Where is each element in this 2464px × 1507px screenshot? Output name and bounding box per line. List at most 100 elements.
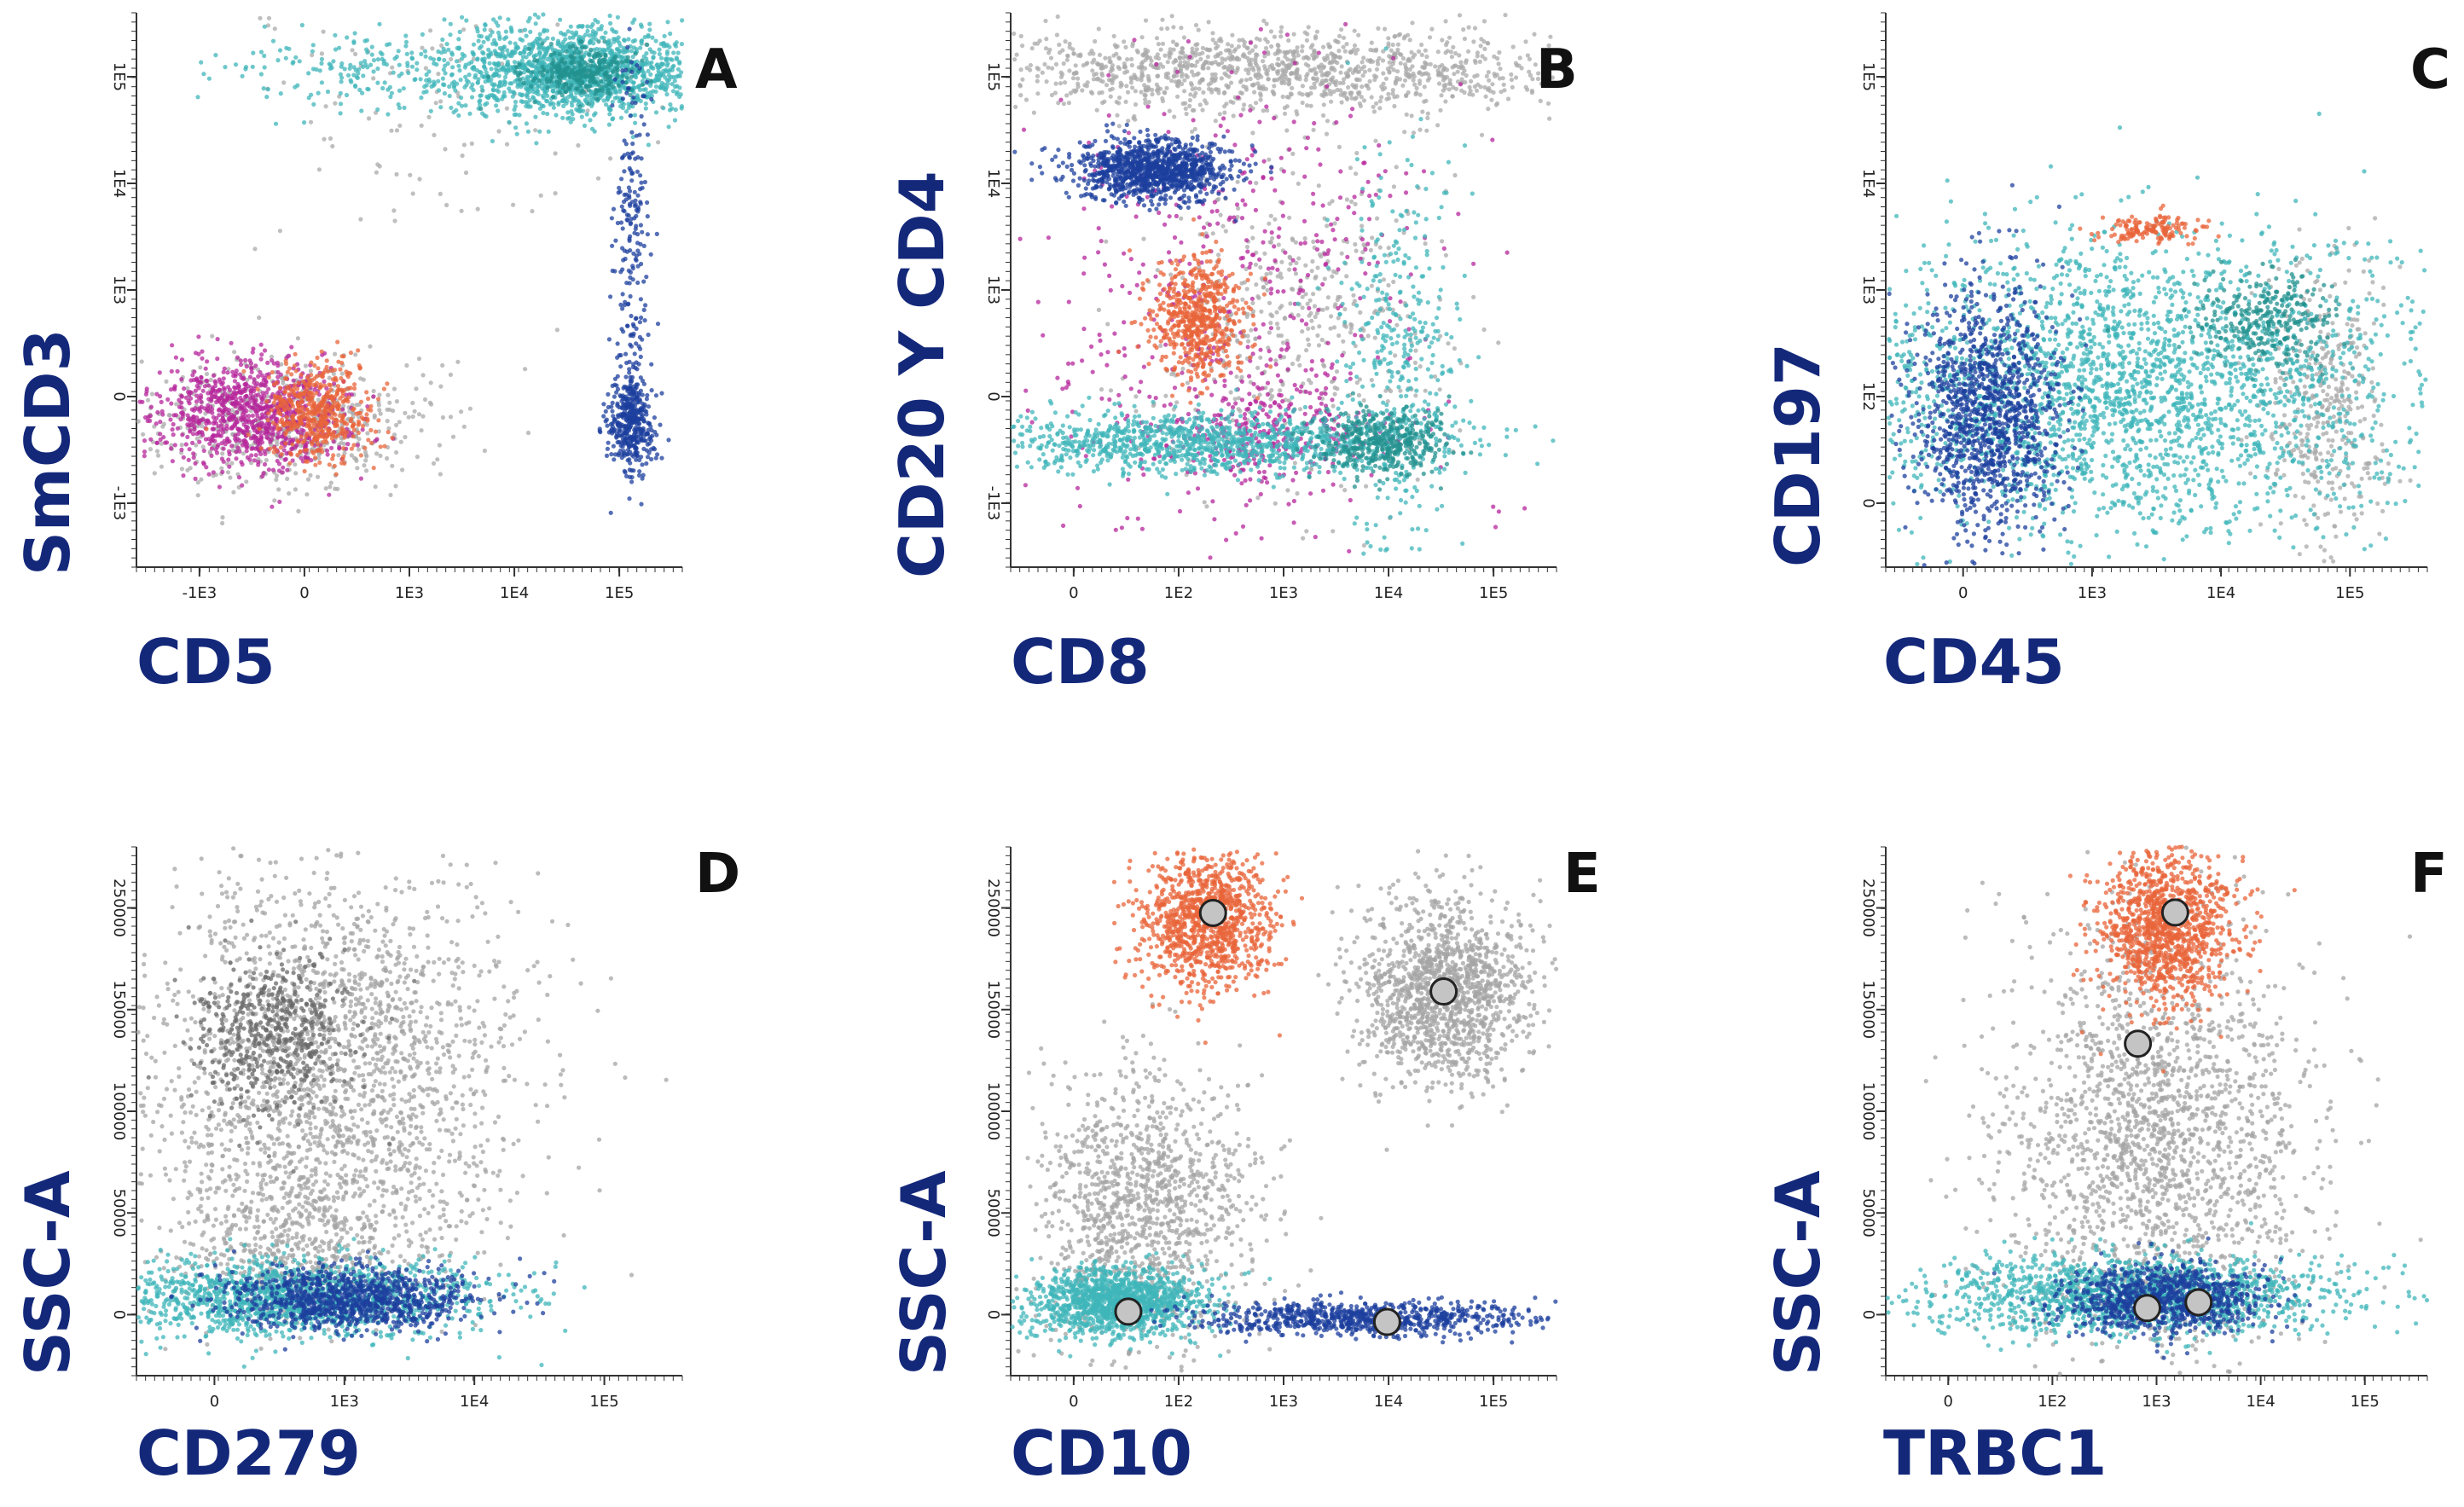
data-point	[464, 18, 469, 23]
data-point	[598, 430, 603, 435]
data-point	[626, 268, 631, 273]
data-point	[206, 76, 212, 81]
data-point	[519, 58, 525, 63]
data-point	[636, 472, 642, 478]
data-point	[600, 89, 606, 94]
data-point	[450, 434, 456, 439]
data-point	[302, 120, 307, 125]
data-point	[626, 85, 632, 90]
data-point	[645, 214, 650, 219]
data-point	[266, 372, 271, 377]
data-point	[461, 424, 467, 429]
data-point	[464, 78, 469, 83]
data-point	[561, 82, 567, 87]
data-point	[253, 453, 258, 458]
data-point	[653, 455, 658, 461]
data-point	[226, 410, 231, 416]
data-point	[281, 465, 286, 470]
data-point	[649, 438, 654, 443]
data-point	[619, 398, 624, 403]
data-point	[482, 448, 488, 454]
data-point	[392, 56, 397, 61]
data-point	[674, 91, 680, 96]
data-point	[489, 67, 494, 72]
data-point	[362, 59, 368, 64]
data-point	[649, 96, 654, 101]
data-point	[666, 438, 671, 443]
data-point	[251, 346, 256, 351]
data-point	[304, 407, 310, 412]
data-point	[523, 66, 528, 71]
data-point	[331, 59, 336, 64]
data-point	[605, 446, 611, 451]
data-point	[507, 68, 512, 73]
y-tick-label: 1E3	[984, 275, 1002, 304]
series-orange	[204, 339, 395, 477]
data-point	[542, 67, 547, 72]
data-point	[542, 29, 547, 34]
data-point	[603, 52, 608, 57]
data-point	[572, 95, 578, 100]
data-point	[319, 51, 324, 56]
data-point	[539, 61, 544, 66]
data-point	[328, 484, 333, 490]
data-point	[615, 401, 620, 406]
data-point	[327, 492, 332, 497]
data-point	[325, 452, 330, 457]
data-point	[490, 138, 496, 144]
data-point	[240, 483, 245, 488]
data-point	[342, 67, 347, 72]
data-point	[1291, 32, 1296, 37]
data-point	[611, 414, 616, 419]
data-point	[664, 56, 670, 61]
data-point	[170, 427, 175, 432]
data-point	[537, 32, 542, 37]
data-point	[295, 452, 300, 458]
data-point	[579, 114, 584, 119]
data-point	[501, 94, 506, 99]
data-point	[403, 39, 409, 44]
data-point	[306, 96, 311, 101]
data-point	[633, 202, 638, 207]
data-point	[530, 41, 536, 46]
data-point	[632, 17, 637, 22]
data-point	[377, 21, 382, 26]
data-point	[309, 458, 314, 463]
data-point	[352, 83, 357, 88]
data-point	[478, 34, 484, 39]
data-point	[288, 387, 293, 392]
data-point	[550, 74, 555, 79]
data-point	[189, 407, 194, 412]
data-point	[409, 55, 415, 61]
data-point	[451, 84, 456, 90]
data-point	[430, 46, 435, 51]
data-point	[252, 458, 257, 463]
data-point	[571, 55, 577, 61]
data-point	[376, 397, 381, 402]
data-point	[1321, 102, 1326, 107]
data-point	[594, 76, 600, 81]
data-point	[627, 195, 632, 200]
data-point	[206, 409, 212, 414]
data-point	[281, 80, 287, 85]
data-point	[648, 72, 653, 77]
data-point	[631, 323, 636, 328]
data-point	[391, 432, 397, 438]
data-point	[513, 99, 519, 105]
data-point	[287, 406, 292, 411]
data-point	[332, 463, 337, 469]
data-point	[290, 418, 295, 424]
data-point	[543, 52, 548, 57]
data-point	[626, 213, 631, 218]
data-point	[456, 37, 461, 42]
data-point	[219, 441, 224, 446]
data-point	[279, 434, 284, 439]
data-point	[324, 358, 329, 363]
data-point	[299, 399, 304, 404]
data-point	[655, 452, 660, 457]
data-point	[333, 351, 338, 356]
data-point	[352, 455, 357, 461]
data-point	[586, 101, 591, 107]
data-point	[155, 409, 160, 415]
data-point	[257, 315, 262, 321]
